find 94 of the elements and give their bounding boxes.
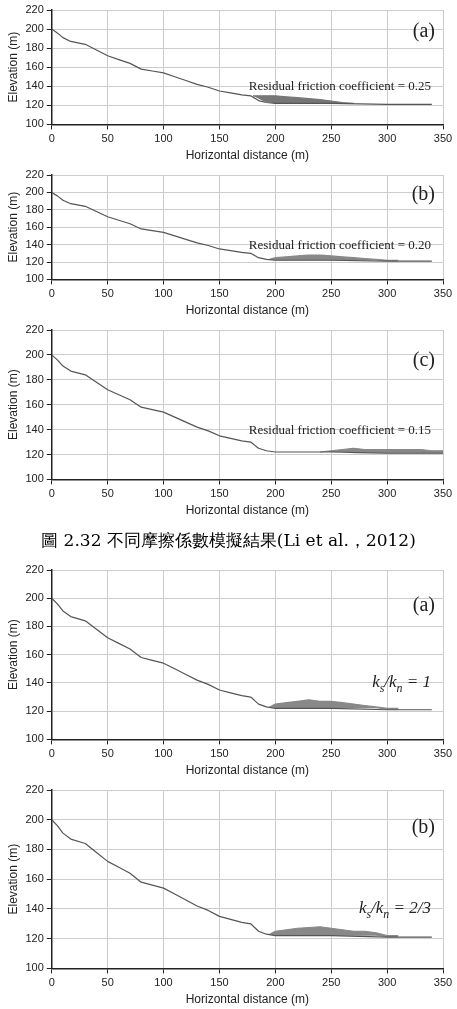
y-tick-label: 160 bbox=[25, 647, 44, 660]
y-tick-label: 120 bbox=[25, 447, 44, 460]
x-tick-label: 350 bbox=[433, 976, 453, 989]
y-tick-label: 200 bbox=[25, 22, 44, 35]
y-tick-label: 100 bbox=[25, 272, 44, 285]
x-tick-label: 150 bbox=[210, 132, 229, 145]
annotation: Residual friction coefficient = 0.15 bbox=[248, 421, 432, 437]
y-tick-label: 180 bbox=[25, 41, 44, 54]
x-tick-label: 200 bbox=[266, 976, 285, 989]
y-tick-label: 140 bbox=[25, 237, 44, 250]
x-tick-label: 100 bbox=[154, 132, 173, 145]
x-tick-label: 300 bbox=[377, 287, 397, 300]
y-tick-label: 140 bbox=[25, 422, 44, 435]
y-axis-title: Elevation (m) bbox=[5, 843, 20, 915]
annotation: (c) bbox=[412, 347, 436, 371]
annotation: (b) bbox=[411, 814, 436, 838]
y-tick-label: 180 bbox=[25, 842, 44, 855]
y-tick-label: 200 bbox=[25, 812, 44, 825]
x-tick-label: 200 bbox=[266, 747, 285, 760]
x-tick-label: 300 bbox=[377, 487, 397, 500]
y-tick-label: 220 bbox=[25, 323, 44, 336]
y-tick-label: 220 bbox=[25, 563, 44, 576]
x-tick-label: 300 bbox=[377, 976, 397, 989]
y-tick-label: 100 bbox=[25, 732, 44, 745]
x-tick-label: 300 bbox=[377, 747, 397, 760]
x-tick-label: 50 bbox=[101, 132, 114, 145]
x-tick-label: 350 bbox=[433, 487, 453, 500]
x-tick-label: 350 bbox=[433, 132, 453, 145]
caption: 圖 2.32 不同摩擦係數模擬結果(Li et al.，2012) bbox=[40, 529, 417, 552]
y-tick-label: 140 bbox=[25, 79, 44, 92]
annotation: (a) bbox=[412, 19, 436, 43]
x-tick-label: 100 bbox=[154, 976, 173, 989]
y-tick-label: 220 bbox=[25, 3, 44, 16]
y-tick-label: 100 bbox=[25, 117, 44, 130]
y-tick-label: 160 bbox=[25, 397, 44, 410]
x-tick-label: 0 bbox=[48, 287, 55, 300]
y-tick-label: 200 bbox=[25, 591, 44, 604]
y-tick-label: 140 bbox=[25, 901, 44, 914]
x-tick-label: 250 bbox=[322, 976, 341, 989]
y-tick-label: 140 bbox=[25, 675, 44, 688]
y-axis-title: Elevation (m) bbox=[5, 619, 20, 691]
x-tick-label: 50 bbox=[101, 487, 114, 500]
x-tick-label: 150 bbox=[210, 747, 229, 760]
y-tick-label: 160 bbox=[25, 220, 44, 233]
y-tick-label: 120 bbox=[25, 704, 44, 717]
y-tick-label: 180 bbox=[25, 202, 44, 215]
x-tick-label: 50 bbox=[101, 747, 114, 760]
y-tick-label: 160 bbox=[25, 60, 44, 73]
annotation: Residual friction coefficient = 0.25 bbox=[248, 78, 432, 94]
x-tick-label: 50 bbox=[101, 976, 114, 989]
x-axis-title: Horizontal distance (m) bbox=[185, 992, 310, 1007]
x-tick-label: 200 bbox=[266, 287, 285, 300]
x-tick-label: 250 bbox=[322, 287, 341, 300]
x-tick-label: 150 bbox=[210, 976, 229, 989]
x-axis-title: Horizontal distance (m) bbox=[185, 148, 310, 163]
y-tick-label: 200 bbox=[25, 185, 44, 198]
x-tick-label: 300 bbox=[377, 132, 397, 145]
y-tick-label: 120 bbox=[25, 98, 44, 111]
x-tick-label: 150 bbox=[210, 487, 229, 500]
x-tick-label: 250 bbox=[322, 487, 341, 500]
x-tick-label: 100 bbox=[154, 487, 173, 500]
x-axis-title: Horizontal distance (m) bbox=[185, 503, 310, 518]
annotation: (b) bbox=[411, 182, 436, 206]
y-tick-label: 160 bbox=[25, 872, 44, 885]
y-axis-title: Elevation (m) bbox=[5, 191, 20, 263]
x-tick-label: 250 bbox=[322, 132, 341, 145]
x-tick-label: 150 bbox=[210, 287, 229, 300]
y-tick-label: 120 bbox=[25, 255, 44, 268]
x-tick-label: 100 bbox=[154, 747, 173, 760]
annotation: (a) bbox=[412, 592, 436, 616]
x-tick-label: 0 bbox=[48, 487, 55, 500]
y-axis-title: Elevation (m) bbox=[5, 369, 20, 441]
x-axis-title: Horizontal distance (m) bbox=[185, 763, 310, 778]
x-tick-label: 0 bbox=[48, 976, 55, 989]
x-tick-label: 200 bbox=[266, 132, 285, 145]
x-axis-title: Horizontal distance (m) bbox=[185, 303, 310, 318]
x-tick-label: 0 bbox=[48, 132, 55, 145]
y-tick-label: 200 bbox=[25, 347, 44, 360]
x-tick-label: 350 bbox=[433, 747, 453, 760]
y-tick-label: 180 bbox=[25, 372, 44, 385]
y-tick-label: 220 bbox=[25, 168, 44, 181]
x-tick-label: 350 bbox=[433, 287, 453, 300]
annotation: Residual friction coefficient = 0.20 bbox=[248, 236, 432, 252]
y-tick-label: 220 bbox=[25, 783, 44, 796]
x-tick-label: 50 bbox=[101, 287, 114, 300]
x-tick-label: 0 bbox=[48, 747, 55, 760]
y-tick-label: 180 bbox=[25, 619, 44, 632]
y-axis-title: Elevation (m) bbox=[5, 31, 20, 103]
y-tick-label: 100 bbox=[25, 472, 44, 485]
y-tick-label: 120 bbox=[25, 931, 44, 944]
y-tick-label: 100 bbox=[25, 961, 44, 974]
x-tick-label: 200 bbox=[266, 487, 285, 500]
x-tick-label: 100 bbox=[154, 287, 173, 300]
x-tick-label: 250 bbox=[322, 747, 341, 760]
